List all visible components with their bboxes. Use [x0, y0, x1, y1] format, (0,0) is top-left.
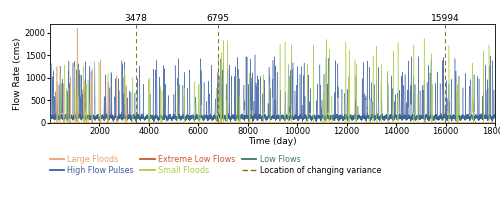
- Text: 3478: 3478: [124, 14, 148, 23]
- Y-axis label: Flow Rate (cms): Flow Rate (cms): [13, 37, 22, 109]
- Text: 15994: 15994: [431, 14, 460, 23]
- X-axis label: Time (day): Time (day): [248, 137, 297, 146]
- Text: 6795: 6795: [206, 14, 230, 23]
- Legend: Large Floods, High Flow Pulses, Extreme Low Flows, Small Floods, Low Flows, Loca: Large Floods, High Flow Pulses, Extreme …: [50, 154, 381, 175]
